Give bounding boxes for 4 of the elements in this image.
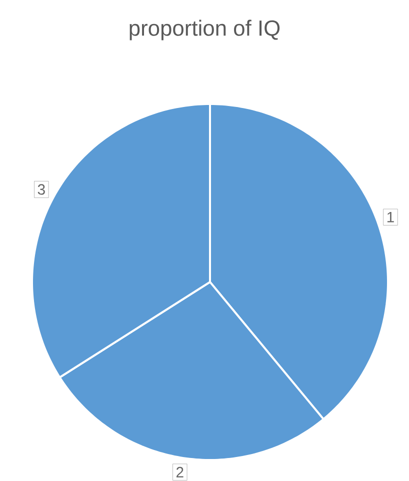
slice-label: 2 xyxy=(176,466,184,478)
slice-label: 3 xyxy=(38,184,45,195)
slice-label: 1 xyxy=(387,212,394,222)
chart-title: proportion of IQ xyxy=(130,20,280,40)
